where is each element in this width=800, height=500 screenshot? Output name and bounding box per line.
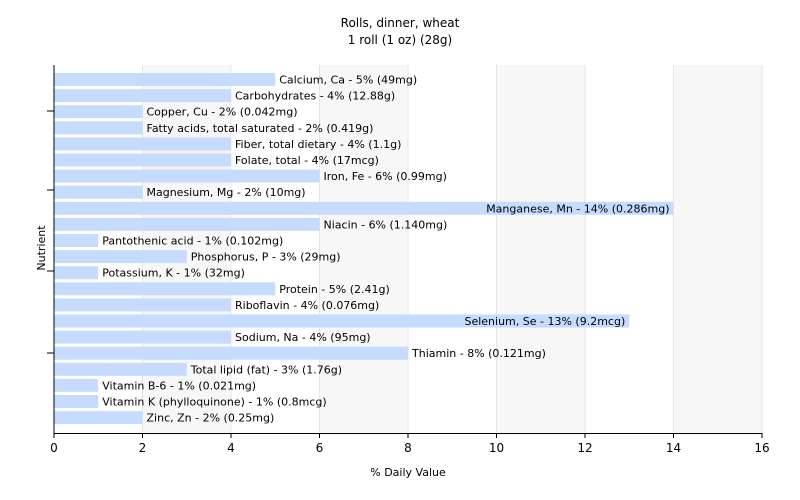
plot-band xyxy=(142,65,231,433)
plot-band xyxy=(673,65,762,433)
bar-label: Vitamin K (phylloquinone) - 1% (0.8mcg) xyxy=(102,396,326,409)
bar-labels: Calcium, Ca - 5% (49mg) Carbohydrates - 4… xyxy=(102,74,669,425)
bar xyxy=(54,266,99,280)
plot-background xyxy=(54,65,762,433)
bar xyxy=(54,298,231,312)
bar-label: Sodium, Na - 4% (95mg) xyxy=(235,331,371,344)
x-tick-label: 12 xyxy=(577,441,592,455)
bar xyxy=(54,89,231,103)
bar-label: Calcium, Ca - 5% (49mg) xyxy=(279,74,417,87)
bar xyxy=(54,121,143,135)
chart-subtitle: 1 roll (1 oz) (28g) xyxy=(348,33,452,47)
bar-label: Phosphorus, P - 3% (29mg) xyxy=(191,251,341,264)
bar xyxy=(54,250,187,264)
plot-band xyxy=(319,65,408,433)
x-tick-label: 0 xyxy=(50,441,58,455)
y-axis-title: Nutrient xyxy=(35,225,48,271)
bar-label: Potassium, K - 1% (32mg) xyxy=(102,267,245,280)
bars xyxy=(54,73,674,425)
bar-label: Selenium, Se - 13% (9.2mcg) xyxy=(464,315,625,328)
x-tick-label: 14 xyxy=(666,441,681,455)
plot-band xyxy=(231,65,320,433)
bar-label: Thiamin - 8% (0.121mg) xyxy=(411,347,546,360)
x-axis-ticks: 0 2 4 6 8 10 12 14 16 xyxy=(50,433,770,455)
bar xyxy=(54,234,99,247)
plot-band xyxy=(408,65,497,433)
bar xyxy=(54,137,231,151)
bar-label: Magnesium, Mg - 2% (10mg) xyxy=(147,186,306,199)
bar-label: Pantothenic acid - 1% (0.102mg) xyxy=(102,235,283,248)
plot-band xyxy=(54,65,143,433)
bar xyxy=(54,105,143,119)
x-tick-label: 2 xyxy=(139,441,147,455)
bar xyxy=(54,395,99,408)
bar-label: Carbohydrates - 4% (12.88g) xyxy=(235,90,395,103)
bar-label: Vitamin B-6 - 1% (0.021mg) xyxy=(102,379,256,392)
bar xyxy=(54,378,99,392)
bar xyxy=(54,346,408,360)
bar xyxy=(54,314,630,328)
bar xyxy=(54,362,187,376)
plot-band xyxy=(585,65,674,433)
bar-label: Protein - 5% (2.41g) xyxy=(279,283,390,296)
x-axis-title: % Daily Value xyxy=(370,466,446,479)
bar xyxy=(54,153,231,167)
bar xyxy=(54,185,143,199)
chart-title: Rolls, dinner, wheat xyxy=(341,16,460,30)
bar-label: Riboflavin - 4% (0.076mg) xyxy=(235,299,379,312)
bar-label: Iron, Fe - 6% (0.99mg) xyxy=(324,170,447,183)
bar-label: Folate, total - 4% (17mcg) xyxy=(235,154,379,167)
bar-label: Zinc, Zn - 2% (0.25mg) xyxy=(147,412,275,425)
x-tick-label: 10 xyxy=(489,441,504,455)
x-tick-label: 4 xyxy=(227,441,235,455)
bar-label: Total lipid (fat) - 3% (1.76g) xyxy=(190,363,342,376)
bar-label: Manganese, Mn - 14% (0.286mg) xyxy=(486,202,669,215)
bar-label: Copper, Cu - 2% (0.042mg) xyxy=(147,106,298,119)
bar xyxy=(54,411,143,425)
bar-label: Fiber, total dietary - 4% (1.1g) xyxy=(235,138,401,151)
bar xyxy=(54,169,320,183)
x-tick-label: 16 xyxy=(754,441,769,455)
bar xyxy=(54,330,231,344)
bar xyxy=(54,73,276,86)
bar-label: Niacin - 6% (1.140mg) xyxy=(324,218,448,231)
x-tick-label: 8 xyxy=(404,441,412,455)
bar xyxy=(54,282,276,296)
bar-label: Fatty acids, total saturated - 2% (0.419… xyxy=(147,122,374,135)
x-tick-label: 6 xyxy=(316,441,324,455)
bar xyxy=(54,201,674,215)
bar xyxy=(54,217,320,231)
plot-band xyxy=(496,65,585,433)
